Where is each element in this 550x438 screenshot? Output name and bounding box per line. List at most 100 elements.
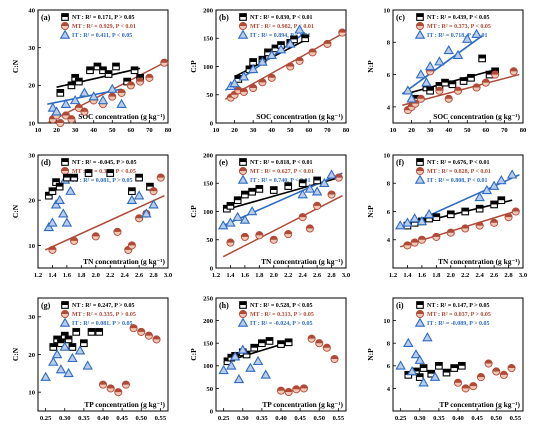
x-tick-label: 40	[268, 127, 275, 134]
data-point-mt-fill	[239, 310, 247, 314]
data-point-it	[422, 332, 433, 342]
data-point-it	[415, 69, 427, 79]
data-point-it	[414, 174, 426, 184]
data-point-nt-fill	[272, 45, 279, 49]
data-point-mt-fill	[484, 359, 493, 364]
y-tick-label: 250	[203, 295, 214, 302]
x-axis-label: TP concentration (g kg⁻¹)	[84, 400, 165, 409]
data-point-it	[423, 208, 435, 219]
x-tick-label: 0.30	[237, 415, 249, 422]
data-point-mt-fill	[418, 236, 426, 240]
data-point-mt-fill	[241, 233, 249, 237]
data-point-it	[54, 194, 65, 204]
data-point-nt-fill	[264, 49, 272, 53]
data-point-it	[218, 364, 229, 375]
x-tick-label: 0.45	[294, 415, 306, 422]
y-tick-label: 50	[206, 92, 213, 99]
data-point-mt-fill	[285, 388, 293, 393]
data-point-nt-fill	[249, 58, 257, 62]
data-point-nt-fill	[86, 66, 94, 71]
x-tick-label: 0.45	[471, 415, 483, 422]
data-point-it	[226, 360, 237, 370]
data-point-mt-fill	[338, 28, 346, 33]
data-point-mt-fill	[299, 213, 307, 218]
data-point-nt-fill	[256, 185, 263, 189]
y-tick-label: 6	[387, 72, 391, 79]
y-tick-label: 30	[28, 152, 35, 159]
data-point-nt-fill	[71, 74, 79, 78]
data-point-mt-fill	[80, 108, 89, 112]
data-point-it	[55, 364, 67, 374]
data-point-mt-fill	[240, 88, 248, 92]
x-tick-label: 70	[146, 127, 153, 134]
data-point-nt-fill	[498, 196, 505, 201]
legend-entry-it: IT : R² = 0.081, P > 0.05	[72, 178, 133, 184]
data-point-it	[260, 369, 271, 379]
x-tick-label: 1.8	[432, 272, 441, 279]
y-tick-label: 6	[387, 363, 391, 370]
data-point-it	[232, 211, 243, 221]
x-tick-label: 60	[483, 127, 490, 134]
panel-label: (i)	[396, 301, 404, 310]
data-point-mt-fill	[277, 387, 285, 391]
data-point-nt-fill	[65, 336, 72, 340]
data-point-nt-fill	[450, 364, 458, 369]
y-tick-label: 100	[203, 209, 214, 216]
y-tick-label: 200	[203, 7, 214, 14]
data-point-nt-fill	[427, 370, 435, 374]
legend-entry-it: IT : R² = 0.411, P < 0.05	[72, 33, 132, 39]
data-point-mt-fill	[61, 167, 69, 171]
x-axis-label: SOC concentration (g kg⁻¹)	[78, 112, 165, 121]
data-point-mt-fill	[435, 87, 444, 91]
x-tick-label: 2.8	[149, 272, 158, 279]
x-tick-label: 0.45	[116, 415, 128, 422]
x-tick-label: 0.35	[78, 415, 90, 422]
x-tick-label: 1.8	[77, 272, 86, 279]
data-point-nt-fill	[75, 78, 83, 82]
legend-entry-it: IT : R² = 0.718, P < 0.01	[427, 33, 488, 39]
legend-entry-mt: MT : R² = 0.379, P < 0.05	[72, 169, 136, 175]
data-point-nt-fill	[61, 332, 69, 336]
data-point-nt-fill	[85, 169, 92, 174]
data-point-mt-fill	[136, 77, 144, 82]
data-point-nt-fill	[433, 213, 440, 218]
y-tick-label: 50	[206, 237, 213, 244]
panel-f: 1.2 1.4 1.6 1.8 2.0 2.2 2.4 2.6 2.8 3.0 4 6 8 10 N:P TN…	[366, 152, 528, 279]
x-tick-label: 2.6	[313, 272, 322, 279]
data-point-it	[252, 355, 264, 366]
panel-label: (d)	[41, 158, 51, 167]
x-tick-label: 1.6	[241, 272, 250, 279]
data-point-nt-fill	[478, 55, 486, 59]
data-point-mt-fill	[472, 83, 481, 88]
data-point-nt-fill	[234, 196, 241, 201]
x-tick-label: 1.8	[255, 272, 264, 279]
x-tick-label: 0.55	[333, 415, 345, 422]
data-point-it	[443, 44, 454, 55]
data-point-nt-fill	[131, 66, 138, 71]
data-point-mt-fill	[416, 310, 424, 314]
data-point-mt-fill	[258, 78, 267, 83]
legend-entry-mt: MT : R² = 0.929, P < 0.01	[72, 24, 136, 30]
data-point-nt-fill	[411, 95, 419, 99]
data-point-nt-fill	[136, 74, 144, 78]
data-point-mt-fill	[255, 231, 263, 236]
data-point-nt-fill	[94, 63, 101, 67]
data-point-it	[97, 94, 109, 105]
legend-entry-it: IT : R² = 0.081, P > 0.05	[72, 321, 133, 327]
y-tick-label: 4	[387, 104, 391, 111]
x-tick-label: 0.40	[452, 415, 464, 422]
data-point-nt-fill	[290, 36, 298, 40]
y-tick-label: 150	[203, 181, 214, 188]
y-tick-label: 30	[28, 45, 35, 52]
data-point-it	[275, 44, 287, 54]
data-point-mt-fill	[403, 241, 412, 246]
data-point-nt-fill	[416, 301, 424, 305]
data-point-nt-fill	[301, 34, 309, 39]
y-axis-label: C:N	[11, 204, 20, 218]
data-point-mt-fill	[70, 237, 78, 241]
x-tick-label: 0.55	[155, 415, 167, 422]
data-point-it	[69, 94, 81, 105]
data-point-it	[429, 371, 441, 381]
data-point-mt-fill	[117, 89, 126, 93]
data-point-it	[116, 98, 127, 108]
